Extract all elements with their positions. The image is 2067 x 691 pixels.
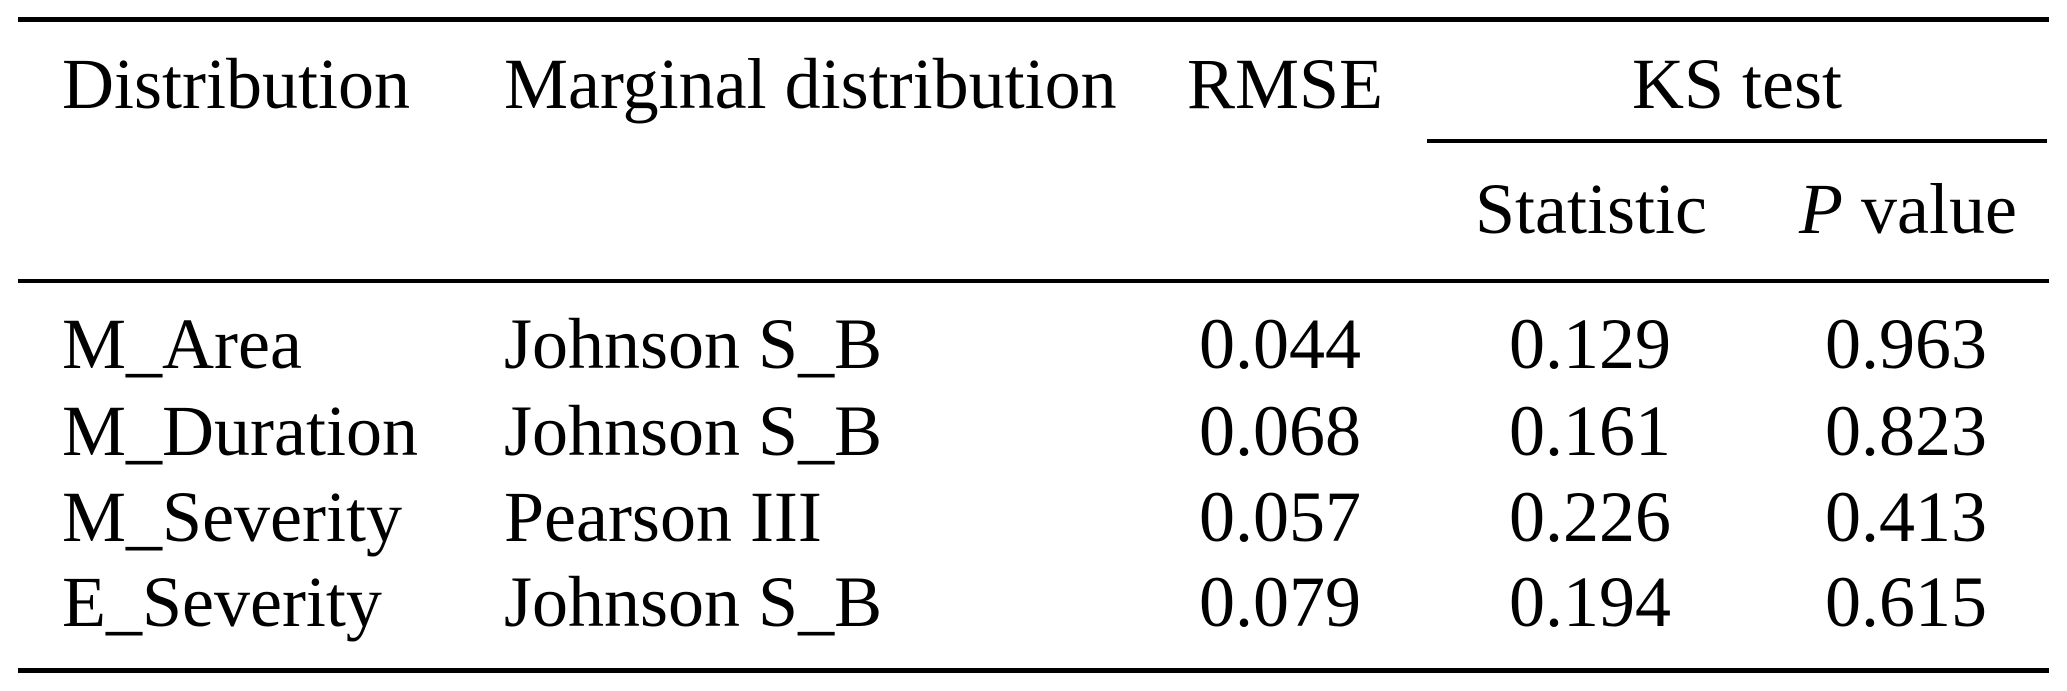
bottom-rule bbox=[18, 668, 2049, 673]
cell-distribution: M_Duration bbox=[62, 391, 418, 471]
cell-ks-p-value: 0.615 bbox=[1825, 562, 1987, 642]
cell-distribution: E_Severity bbox=[62, 562, 382, 642]
column-header-rmse: RMSE bbox=[1186, 44, 1384, 124]
cell-marginal-distribution: Johnson S_B bbox=[504, 562, 883, 642]
cell-rmse: 0.068 bbox=[1199, 391, 1361, 471]
header-divider-rule bbox=[18, 279, 2049, 283]
top-rule bbox=[18, 17, 2049, 22]
cell-marginal-distribution: Pearson III bbox=[504, 477, 822, 557]
cell-ks-statistic: 0.194 bbox=[1509, 562, 1671, 642]
cell-marginal-distribution: Johnson S_B bbox=[504, 304, 883, 384]
column-group-header-ks-test: KS test bbox=[1631, 44, 1843, 124]
cell-rmse: 0.044 bbox=[1199, 304, 1361, 384]
column-header-distribution: Distribution bbox=[62, 44, 411, 124]
ks-subheader-rule bbox=[1427, 139, 2047, 143]
cell-ks-p-value: 0.963 bbox=[1825, 304, 1987, 384]
p-value-italic-p: P bbox=[1799, 169, 1844, 249]
cell-rmse: 0.079 bbox=[1199, 562, 1361, 642]
cell-distribution: M_Area bbox=[62, 304, 302, 384]
column-header-marginal-distribution: Marginal distribution bbox=[504, 44, 1117, 124]
cell-ks-statistic: 0.129 bbox=[1509, 304, 1671, 384]
cell-rmse: 0.057 bbox=[1199, 477, 1361, 557]
column-header-statistic: Statistic bbox=[1475, 169, 1707, 249]
cell-ks-statistic: 0.161 bbox=[1509, 391, 1671, 471]
cell-ks-statistic: 0.226 bbox=[1509, 477, 1671, 557]
p-value-rest: value bbox=[1861, 169, 2017, 249]
cell-ks-p-value: 0.823 bbox=[1825, 391, 1987, 471]
cell-ks-p-value: 0.413 bbox=[1825, 477, 1987, 557]
cell-marginal-distribution: Johnson S_B bbox=[504, 391, 883, 471]
cell-distribution: M_Severity bbox=[62, 477, 402, 557]
